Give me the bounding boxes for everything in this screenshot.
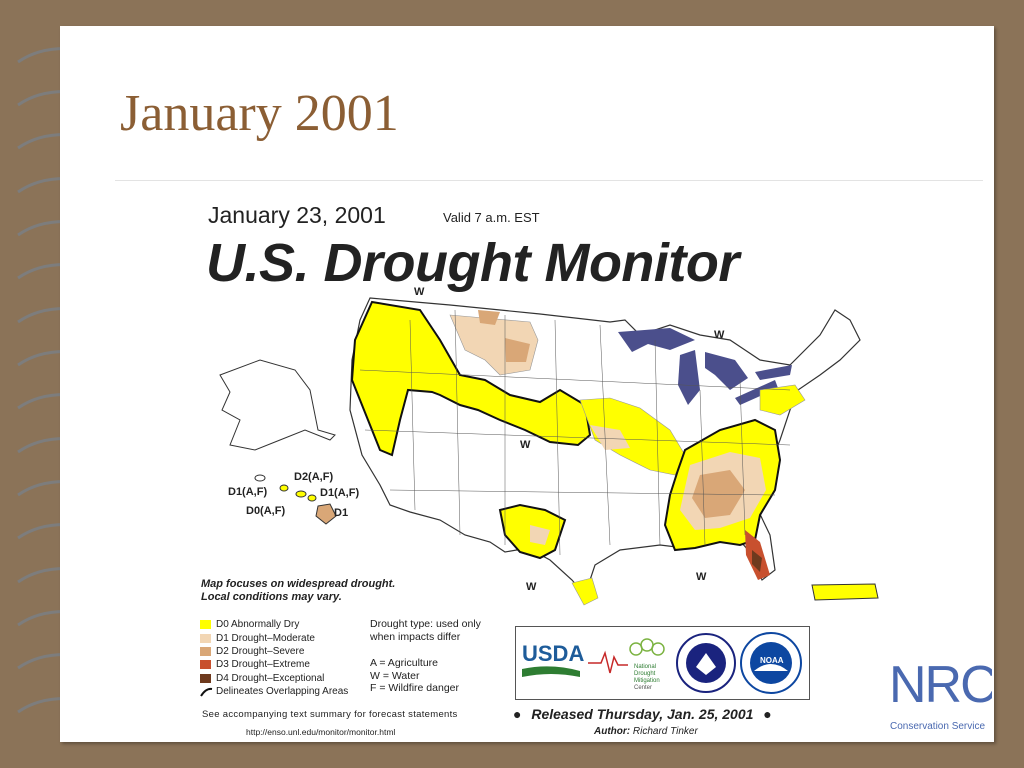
monitor-url[interactable]: http://enso.unl.edu/monitor/monitor.html <box>246 727 396 737</box>
puerto-rico-shape <box>811 583 879 601</box>
drought-types: Drought type: used only when impacts dif… <box>370 618 510 695</box>
great-lakes-shape <box>705 352 748 390</box>
hawaii-island <box>315 503 337 525</box>
monitor-date: January 23, 2001 <box>208 202 386 228</box>
release-date: ● Released Thursday, Jan. 25, 2001 ● <box>513 706 772 722</box>
map-label-hawaii: D1(A,F) <box>228 486 267 498</box>
map-label-w: W <box>714 329 725 341</box>
map-label-w: W <box>520 439 531 451</box>
hawaii-island <box>307 494 317 502</box>
map-label-hawaii: D1 <box>334 507 348 519</box>
commerce-seal-icon <box>676 633 736 693</box>
usda-logo: USDA <box>522 641 584 677</box>
drought-type-wildfire: F = Wildfire danger <box>370 682 459 694</box>
map-label-hawaii: D1(A,F) <box>320 487 359 499</box>
legend-item: Delineates Overlapping Areas <box>200 685 370 698</box>
legend-label: Delineates Overlapping Areas <box>216 686 349 698</box>
drought-area-d1 <box>590 425 630 450</box>
drought-area-d0 <box>350 300 592 457</box>
map-label-w: W <box>414 286 425 298</box>
author-name: Richard Tinker <box>632 726 698 737</box>
drought-types-text: when impacts differ <box>370 630 461 643</box>
hawaii-island <box>279 484 289 492</box>
drought-area-d2 <box>505 338 530 362</box>
drought-map: W W W W W D2(A,F) D1(A,F) D1(A,F) D0(A,F… <box>219 286 879 606</box>
map-label-hawaii: D0(A,F) <box>246 505 285 517</box>
legend-label: D4 Drought–Exceptional <box>216 672 325 684</box>
ndmc-pulse-icon <box>588 650 628 674</box>
state-boundaries <box>359 309 791 556</box>
legend: D0 Abnormally Dry D1 Drought–Moderate D2… <box>200 618 370 698</box>
great-lakes-shape <box>735 380 778 405</box>
map-label-hawaii: D2(A,F) <box>294 471 333 483</box>
nrcs-subtitle: Conservation Service <box>890 721 986 732</box>
noaa-text: NOAA <box>760 656 784 665</box>
legend-item: D0 Abnormally Dry <box>200 618 370 631</box>
drought-area-d4 <box>752 550 762 572</box>
legend-label: D0 Abnormally Dry <box>216 619 300 631</box>
great-lakes-shape <box>678 350 700 405</box>
boundary-line-icon <box>200 687 213 697</box>
drought-area-d0 <box>759 384 806 416</box>
legend-label: D2 Drought–Severe <box>216 645 305 657</box>
bullet-icon: ● <box>763 706 772 722</box>
nrcs-logo-text: NRCS <box>889 656 992 714</box>
ndmc-text: Mitigation <box>634 678 660 684</box>
legend-item: D1 Drought–Moderate <box>200 631 370 644</box>
legend-swatch <box>200 620 211 630</box>
ndmc-text: Drought <box>634 671 656 677</box>
great-lakes-shape <box>618 328 695 352</box>
map-label-w: W <box>526 581 537 593</box>
alaska-shape <box>219 359 336 451</box>
legend-swatch <box>200 646 211 656</box>
title-divider <box>115 180 983 181</box>
hawaii-island <box>295 490 307 498</box>
author: Author: Richard Tinker <box>594 726 698 737</box>
slide-title: January 2001 <box>120 85 399 142</box>
ndmc-text: National <box>634 664 656 670</box>
legend-item: D2 Drought–Severe <box>200 645 370 658</box>
map-note-line: Local conditions may vary. <box>201 591 342 603</box>
ndmc-tree-icon <box>629 638 665 656</box>
legend-swatch <box>200 660 211 670</box>
legend-swatch <box>200 633 211 643</box>
great-lakes-shape <box>755 365 792 380</box>
legend-label: D3 Drought–Extreme <box>216 659 310 671</box>
drought-type-agriculture: A = Agriculture <box>370 657 438 669</box>
drought-area-d2 <box>692 470 745 518</box>
map-note: Map focuses on widespread drought. Local… <box>201 578 431 604</box>
drought-type-water: W = Water <box>370 669 420 682</box>
forecast-note: See accompanying text summary for foreca… <box>202 709 458 720</box>
bullet-icon: ● <box>513 706 522 722</box>
agency-logos: USDA National Drought Mitigation Center … <box>515 626 810 700</box>
author-label: Author: <box>594 726 631 737</box>
legend-item: D3 Drought–Extreme <box>200 658 370 671</box>
map-note-line: Map focuses on widespread drought. <box>201 578 396 590</box>
drought-area-d0 <box>571 577 599 606</box>
legend-swatch <box>200 673 211 683</box>
hawaii-island <box>254 474 266 482</box>
noaa-seal-icon: NOAA <box>740 632 802 694</box>
monitor-valid-time: Valid 7 a.m. EST <box>443 210 540 225</box>
drought-area-d1 <box>530 525 550 545</box>
drought-area-d2 <box>478 310 500 325</box>
legend-label: D1 Drought–Moderate <box>216 632 315 644</box>
release-text: Released Thursday, Jan. 25, 2001 <box>531 706 754 722</box>
usda-logo-text: USDA <box>522 641 584 666</box>
legend-item: D4 Drought–Exceptional <box>200 672 370 685</box>
nrcs-logo: NRCS Conservation Service <box>887 655 992 740</box>
monitor-title: U.S. Drought Monitor <box>206 233 739 293</box>
map-label-w: W <box>696 571 707 583</box>
ndmc-text: Center <box>634 685 652 691</box>
drought-types-text: Drought type: used only <box>370 618 481 630</box>
